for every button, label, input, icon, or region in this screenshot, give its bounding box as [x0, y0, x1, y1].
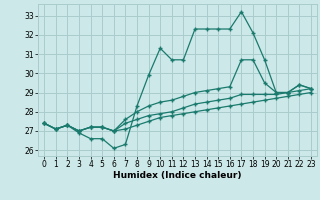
- X-axis label: Humidex (Indice chaleur): Humidex (Indice chaleur): [113, 171, 242, 180]
